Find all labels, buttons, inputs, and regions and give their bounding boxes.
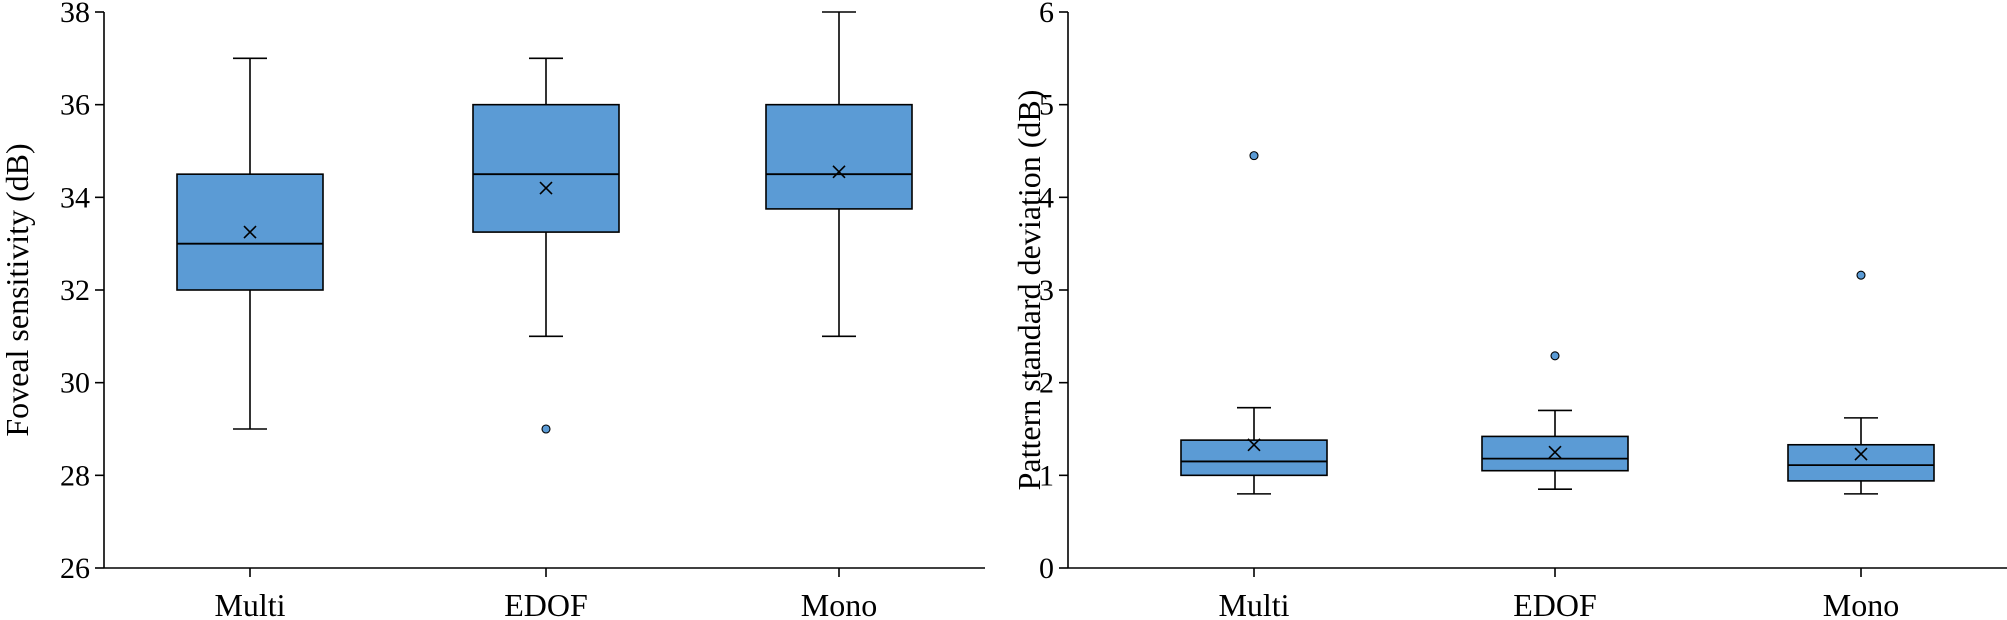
pattern-std-deviation-panel: 0 1 2 3 4 5 6 Pattern standard deviation (dB) Mu… (1011, 0, 2007, 620)
y-axis-title: Pattern standard deviation (dB) (1011, 90, 1047, 491)
y-tick-label: 38 (60, 0, 90, 29)
x-category-label: Multi (1218, 587, 1289, 620)
mean-marker-stroke (1548, 445, 1562, 459)
mean-marker-stroke (243, 225, 257, 239)
mean-marker-stroke (832, 165, 846, 179)
y-tick-label: 3 (1039, 274, 1054, 307)
y-tick-label: 36 (60, 89, 90, 122)
y-tick-label: 0 (1039, 552, 1054, 585)
mean-marker-stroke (539, 181, 553, 195)
mean-marker (1247, 438, 1261, 452)
y-tick-label: 2 (1039, 367, 1054, 400)
mean-marker (539, 181, 553, 195)
y-tick-label: 1 (1039, 459, 1054, 492)
y-tick-label: 28 (60, 459, 90, 492)
box-edof (472, 103, 620, 233)
box-edof (1481, 435, 1629, 472)
outlier-point (1550, 351, 1560, 361)
y-tick-label: 6 (1039, 0, 1054, 29)
y-axis-title: Foveal sensitivity (dB) (0, 143, 35, 436)
mean-marker-stroke (1854, 447, 1868, 461)
x-category-label: EDOF (504, 587, 588, 620)
mean-marker (1854, 447, 1868, 461)
outlier-point (541, 424, 551, 434)
foveal-sensitivity-panel: 26 28 30 32 34 36 38 Foveal sensitivity (dB) Mul… (0, 0, 985, 620)
y-tick-label: 32 (60, 274, 90, 307)
box-mono (1787, 443, 1935, 482)
outlier-point (1856, 270, 1866, 280)
outlier-point (1249, 151, 1259, 161)
y-tick-label: 30 (60, 367, 90, 400)
mean-marker (243, 225, 257, 239)
mean-marker (1548, 445, 1562, 459)
mean-marker-stroke (1247, 438, 1261, 452)
y-tick-label: 26 (60, 552, 90, 585)
x-category-label: Mono (801, 587, 877, 620)
box-multi (1180, 439, 1328, 477)
box-mono (765, 103, 913, 210)
y-tick-label: 4 (1039, 181, 1054, 214)
y-tick-label: 5 (1039, 89, 1054, 122)
y-tick-label: 34 (60, 181, 90, 214)
x-category-label: Mono (1823, 587, 1899, 620)
x-category-label: EDOF (1513, 587, 1597, 620)
mean-marker (832, 165, 846, 179)
x-category-label: Multi (214, 587, 285, 620)
